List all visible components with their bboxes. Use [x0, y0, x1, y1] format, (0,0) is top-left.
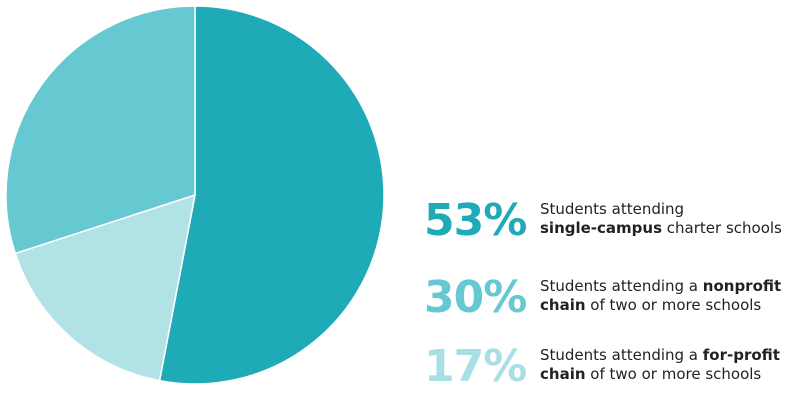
- legend-bold-text: single-campus: [540, 219, 663, 237]
- legend-text-nonprofit: Students attending a nonprofit chain of …: [540, 277, 781, 315]
- legend-bold-text: chain: [540, 296, 586, 314]
- legend-percent-single-campus: 53%: [424, 195, 527, 246]
- legend-text-for-profit: Students attending a for-profit chain of…: [540, 346, 780, 384]
- legend-rest-text: charter schools: [662, 219, 782, 237]
- legend-rest-text: of two or more schools: [585, 296, 762, 314]
- legend-line1: Students attending a nonprofit: [540, 277, 781, 296]
- legend-percent-nonprofit: 30%: [424, 272, 527, 323]
- pie-slice-single-campus: [158, 5, 385, 385]
- legend-percent-for-profit: 17%: [424, 341, 527, 392]
- legend-item-nonprofit: 30% Students attending a nonprofit chain…: [424, 272, 807, 331]
- legend-bold-text: nonprofit: [702, 277, 782, 295]
- legend-start-text: Students attending a: [540, 346, 703, 364]
- legend-line1: Students attending a for-profit: [540, 346, 780, 365]
- legend-line2: chain of two or more schools: [540, 296, 781, 315]
- legend-item-single-campus: 53% Students attending single-campus cha…: [424, 195, 807, 254]
- legend-line1: Students attending: [540, 200, 685, 218]
- legend-start-text: Students attending a: [540, 277, 703, 295]
- legend-line2: chain of two or more schools: [540, 365, 780, 384]
- legend-item-for-profit: 17% Students attending a for-profit chai…: [424, 341, 807, 400]
- pie-slice-for-profit: [14, 193, 196, 382]
- legend-bold-text: for-profit: [702, 346, 780, 364]
- legend-text-single-campus: Students attending single-campus charter…: [540, 200, 782, 238]
- pie-chart: [5, 5, 385, 385]
- legend-bold-text: chain: [540, 365, 586, 383]
- pie-slice-nonprofit: [5, 5, 196, 255]
- legend-line2: single-campus charter schools: [540, 219, 782, 238]
- legend-rest-text: of two or more schools: [585, 365, 762, 383]
